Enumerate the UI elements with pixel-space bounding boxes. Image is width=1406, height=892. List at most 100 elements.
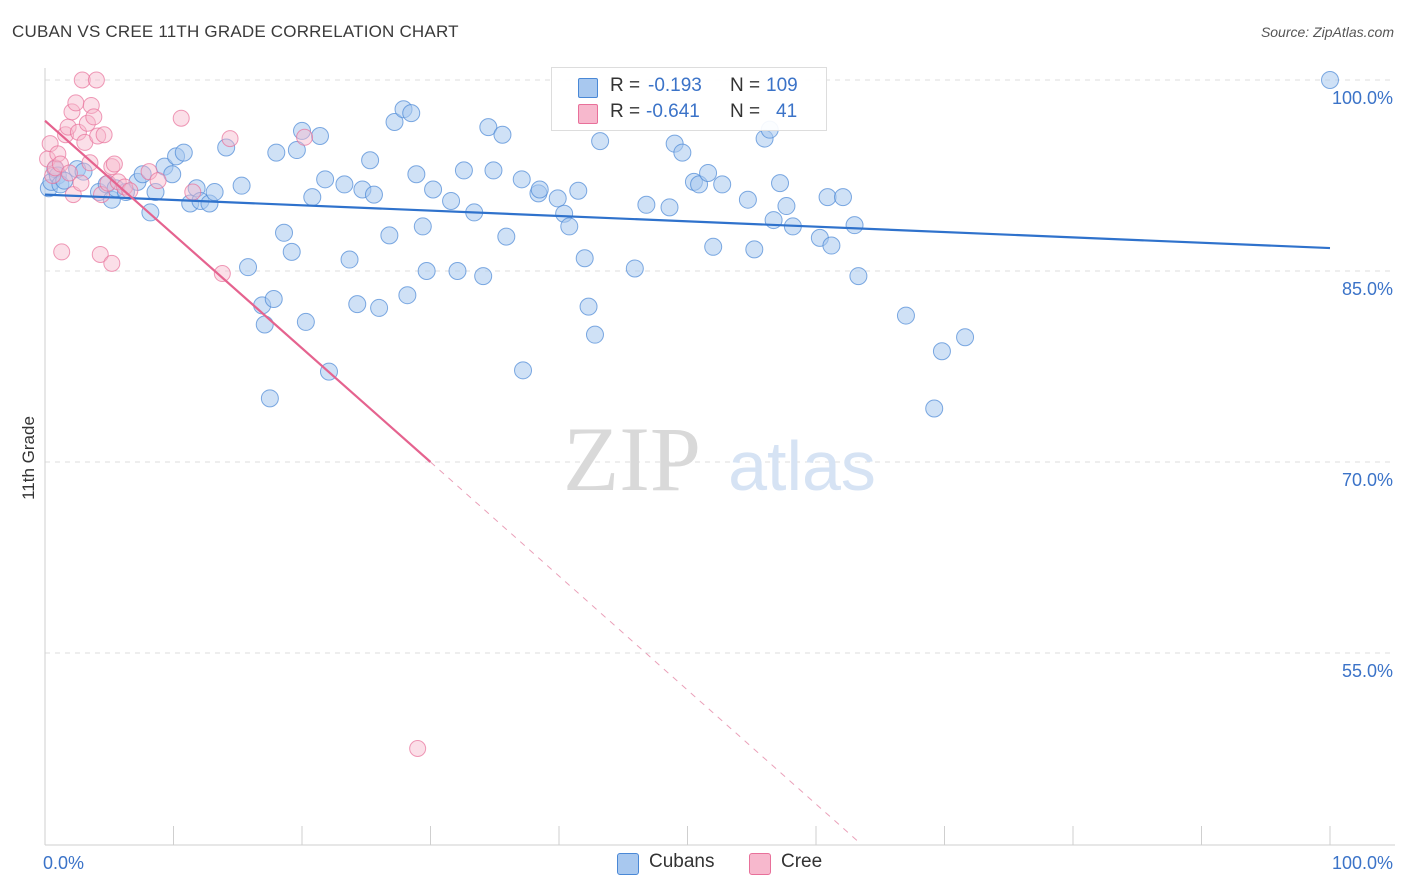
cubans-point bbox=[660, 198, 679, 217]
cree-point bbox=[72, 174, 90, 192]
cubans-point bbox=[275, 223, 294, 242]
cubans-point bbox=[497, 227, 516, 246]
correlation-legend: R = -0.193 N = 109 R = -0.641 N = 41 bbox=[551, 67, 827, 131]
cubans-point bbox=[925, 399, 944, 418]
cubans-point bbox=[380, 226, 399, 245]
cubans-point bbox=[956, 328, 975, 347]
cubans-point bbox=[575, 249, 594, 268]
cubans-point bbox=[163, 165, 182, 184]
cubans-point bbox=[514, 361, 533, 380]
cree-trend-line bbox=[44, 119, 432, 463]
cubans-point bbox=[174, 143, 193, 162]
cubans-point bbox=[713, 175, 732, 194]
cubans-point bbox=[771, 174, 790, 193]
cree-point bbox=[87, 71, 105, 89]
watermark-zip: ZIP bbox=[563, 408, 701, 510]
cubans-point bbox=[267, 143, 286, 162]
cree-point bbox=[81, 154, 99, 172]
cubans-point bbox=[217, 138, 236, 157]
cubans-point bbox=[818, 188, 837, 207]
cubans-point bbox=[454, 161, 473, 180]
cree-point bbox=[60, 164, 78, 182]
cubans-point bbox=[293, 121, 311, 140]
n-label: N = bbox=[730, 101, 761, 122]
cubans-point bbox=[296, 312, 315, 331]
cubans-point bbox=[484, 161, 503, 180]
cree-point bbox=[103, 254, 121, 272]
cubans-point bbox=[625, 259, 644, 278]
cubans-swatch bbox=[617, 853, 639, 875]
cree-point bbox=[49, 145, 67, 163]
cree-point bbox=[221, 130, 239, 148]
cubans-point bbox=[364, 185, 383, 204]
cubans-point bbox=[361, 151, 380, 170]
cubans-point bbox=[745, 240, 764, 259]
cree-point bbox=[78, 114, 96, 132]
cree-point bbox=[172, 109, 190, 127]
cubans-point bbox=[370, 298, 389, 317]
y-tick-label: 55.0% bbox=[1342, 661, 1393, 681]
legend-label-cubans: Cubans bbox=[649, 851, 715, 872]
cree-point bbox=[89, 127, 107, 145]
x-tick-label: 100.0% bbox=[1332, 853, 1393, 873]
cubans-point bbox=[474, 267, 493, 286]
legend-label-cree: Cree bbox=[781, 851, 823, 872]
source-label: Source: ZipAtlas.com bbox=[1260, 24, 1394, 40]
cree-point bbox=[409, 740, 427, 757]
cubans-point bbox=[205, 183, 224, 202]
cree-point bbox=[149, 172, 167, 190]
trend-lines bbox=[44, 119, 1331, 845]
cree-point bbox=[53, 243, 71, 261]
n-value: 109 bbox=[766, 75, 798, 96]
tick-labels: 55.0% 70.0% 85.0% 100.0% 0.0% 100.0% bbox=[43, 88, 1393, 873]
cubans-point bbox=[548, 189, 567, 208]
watermark: ZIP atlas bbox=[563, 408, 876, 510]
cubans-point bbox=[232, 176, 251, 195]
cubans-point bbox=[560, 217, 579, 236]
r-label: R = bbox=[610, 75, 641, 96]
cubans-point bbox=[303, 188, 322, 207]
cree-point bbox=[91, 245, 109, 263]
y-axis-label: 11th Grade bbox=[19, 416, 38, 500]
cubans-point bbox=[530, 180, 549, 199]
cubans-point bbox=[402, 104, 421, 123]
y-tick-label: 100.0% bbox=[1332, 88, 1393, 108]
cubans-point bbox=[673, 143, 692, 162]
n-label: N = bbox=[730, 75, 761, 96]
cubans-point bbox=[282, 242, 301, 261]
cubans-point bbox=[398, 286, 417, 305]
cubans-point bbox=[340, 250, 359, 269]
cubans-point bbox=[849, 267, 868, 286]
cubans-swatch bbox=[578, 78, 598, 98]
cree-point bbox=[296, 128, 314, 146]
cree-point bbox=[67, 94, 85, 112]
cubans-point bbox=[822, 236, 841, 255]
cubans-point bbox=[413, 217, 432, 236]
cubans-point bbox=[74, 162, 93, 181]
cubans-point bbox=[512, 170, 531, 189]
cubans-point bbox=[348, 295, 367, 314]
r-value: -0.193 bbox=[648, 75, 702, 96]
cubans-point bbox=[1321, 71, 1339, 89]
r-value: -0.641 bbox=[646, 101, 700, 122]
cubans-point bbox=[260, 389, 279, 408]
cree-point bbox=[184, 183, 202, 201]
cubans-point bbox=[133, 165, 152, 184]
cubans-point bbox=[424, 180, 443, 199]
chart-title: CUBAN VS CREE 11TH GRADE CORRELATION CHA… bbox=[12, 22, 459, 41]
y-tick-label: 70.0% bbox=[1342, 470, 1393, 490]
y-tick-label: 85.0% bbox=[1342, 279, 1393, 299]
cubans-point bbox=[845, 216, 864, 235]
cubans-point bbox=[264, 290, 283, 309]
cubans-point bbox=[310, 127, 329, 146]
cree-point bbox=[105, 155, 123, 173]
cubans-point bbox=[777, 197, 796, 216]
cree-point bbox=[69, 123, 87, 141]
legend-row-cree: R = -0.641 N = 41 bbox=[578, 101, 818, 127]
cubans-point bbox=[493, 125, 512, 144]
cubans-point bbox=[417, 262, 436, 280]
cubans-point bbox=[833, 188, 852, 207]
cubans-point bbox=[239, 258, 258, 277]
r-label: R = bbox=[610, 101, 641, 122]
